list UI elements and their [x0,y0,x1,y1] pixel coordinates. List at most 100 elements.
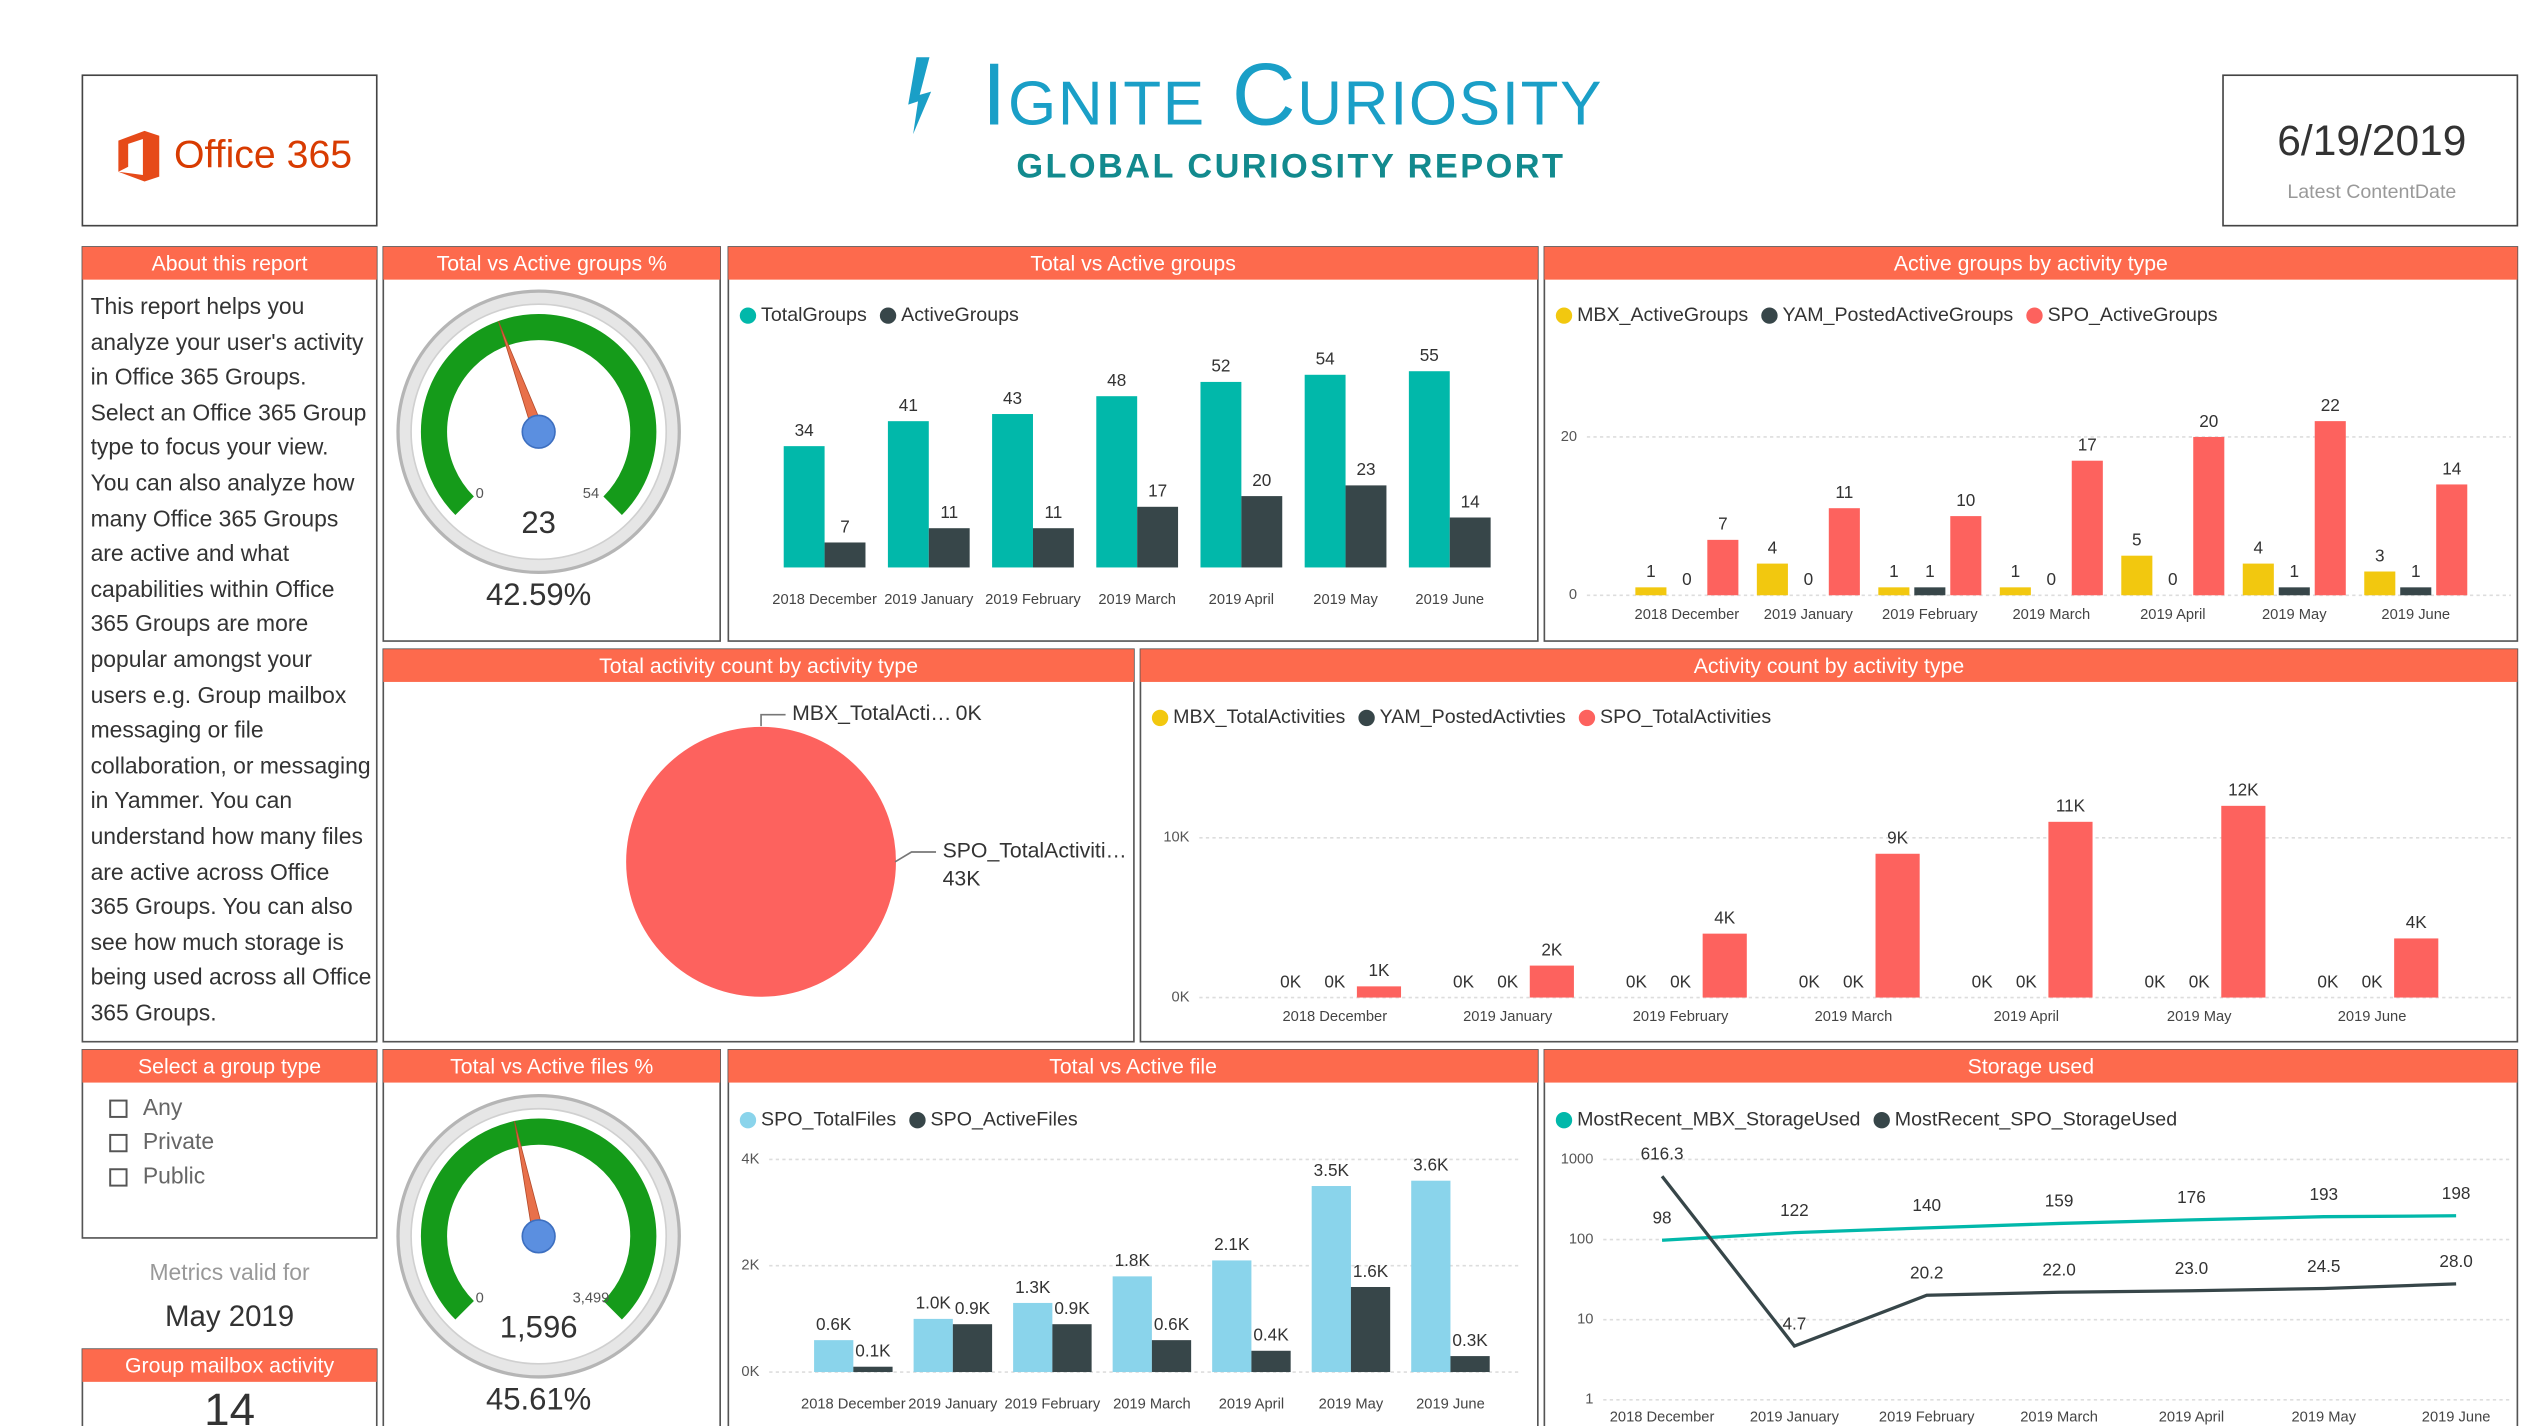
panel-header [82,1049,377,1083]
data-label: 0.4K [1253,1325,1289,1345]
slicer-option[interactable]: Any [143,1094,183,1120]
bar [1096,396,1138,568]
bar [1200,381,1242,568]
bar [1311,1186,1351,1373]
checkbox[interactable] [109,1133,128,1153]
data-label: 1 [1925,561,1935,581]
legend-label: SPO_TotalFiles [761,1108,896,1130]
panel-header [728,1049,1538,1083]
x-tick-label: 2019 March [1113,1397,1191,1413]
x-tick-label: 2018 December [1610,1410,1715,1426]
x-tick-label: 2019 May [2262,607,2327,623]
data-label: 0.6K [816,1314,852,1334]
data-label: 43 [1003,388,1022,408]
legend-label: SPO_TotalActivities [1600,706,1771,728]
x-tick-label: 2019 March [2020,1410,2098,1426]
x-tick-label: 2019 May [2291,1410,2356,1426]
bar [1875,853,1920,998]
leader-line [760,713,786,727]
data-label: 55 [1420,345,1439,365]
checkbox[interactable] [109,1168,128,1187]
legend-marker [1358,709,1375,727]
data-label: 4.7 [1782,1313,1806,1333]
y-tick-label: 100 [1569,1231,1594,1247]
bar [1408,371,1450,568]
bar [913,1318,953,1373]
logo-box [81,74,378,227]
data-label: 0K [2362,971,2384,991]
bar [2221,805,2266,998]
data-label: 0K [2145,971,2167,991]
legend-marker [1151,709,1169,727]
data-label: 4K [2406,912,2428,932]
bar [1449,517,1491,568]
gauge-value: 1,596 [500,1310,578,1345]
bar [853,1366,893,1373]
x-tick-label: 2019 May [1313,592,1378,608]
report-subtitle: GLOBAL CURIOSITY REPORT [1016,148,1565,186]
legend-marker [1761,307,1778,324]
data-label: 0K [1453,971,1475,991]
data-label: 14 [2442,458,2462,478]
legend-label: ActiveGroups [901,304,1019,326]
bar [783,446,825,568]
bar [1878,587,1910,596]
data-label: 122 [1780,1200,1809,1220]
date-box [2222,74,2519,227]
x-tick-label: 2019 January [908,1397,998,1413]
legend-label: SPO_ActiveGroups [2048,304,2218,326]
x-tick-label: 2019 May [2167,1009,2232,1025]
data-label: 1 [2011,561,2021,581]
legend-marker [1578,709,1596,727]
legend-marker [879,307,897,324]
x-tick-label: 2019 April [2159,1410,2224,1426]
slicer-option[interactable]: Public [143,1162,205,1188]
data-label: 0 [2047,569,2057,589]
legend-label: MostRecent_SPO_StorageUsed [1895,1108,2177,1130]
bar [1151,1340,1192,1373]
data-label: 17 [1148,481,1167,501]
bar [1345,485,1387,568]
checkbox[interactable] [109,1099,128,1118]
gauge-percent: 45.61% [486,1382,591,1417]
y-tick-label: 20 [1561,429,1577,445]
data-label: 48 [1107,370,1126,390]
x-tick-label: 2019 May [1319,1397,1384,1413]
y-tick-label: 0 [1569,587,1577,603]
bar [1032,528,1074,568]
data-label: 2K [1541,939,1563,959]
data-label: 0.9K [1054,1298,1090,1318]
data-label: 159 [2045,1191,2074,1211]
data-label: 3 [2375,545,2385,565]
x-tick-label: 2019 January [884,592,974,608]
data-label: 0 [2168,569,2178,589]
legend-marker [1873,1112,1890,1129]
legend-label: MBX_TotalActivities [1173,706,1345,728]
bar [992,414,1033,568]
data-label: 12K [2228,780,2259,800]
data-label: 1 [2411,561,2421,581]
data-label: 34 [795,420,815,440]
panel-title: Group mailbox activity [125,1354,334,1378]
panel-title: Active groups by activity type [1894,252,2168,276]
slicer-option[interactable]: Private [143,1128,214,1154]
y-tick-label: 10K [1163,830,1189,846]
gauge-percent: 42.59% [486,577,591,612]
panel-header [82,246,377,280]
x-tick-label: 2019 January [1764,607,1854,623]
legend-marker [1555,1112,1573,1129]
panel [1139,648,2519,1043]
x-tick-label: 2019 February [1005,1397,1101,1413]
bar [2400,587,2432,596]
data-label: 23.0 [2175,1258,2208,1278]
x-tick-label: 2019 January [1463,1009,1553,1025]
date-caption: Latest ContentDate [2287,181,2456,203]
panel-title: Total activity count by activity type [599,654,918,678]
metrics-caption: Metrics valid for [149,1259,310,1285]
data-label: 17 [2078,435,2097,455]
data-label: 0K [2317,971,2339,991]
data-label: 616.3 [1641,1144,1684,1164]
bar [2436,484,2468,596]
panel-title: Activity count by activity type [1694,654,1964,678]
